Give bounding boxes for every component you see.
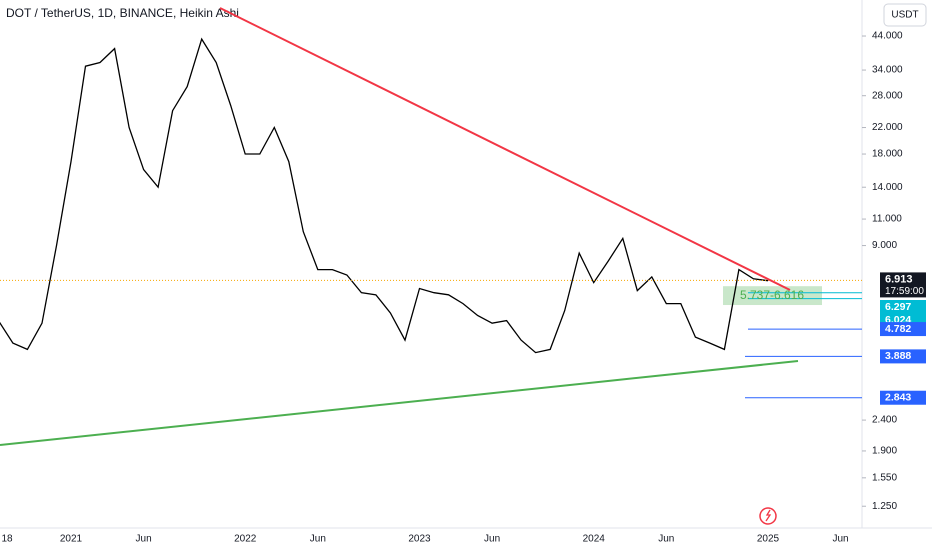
y-tick-label: 2.400 [872, 415, 897, 426]
x-tick-label: Jun [310, 534, 326, 545]
last-price-label: 6.913 [885, 273, 913, 285]
countdown-label: 17:59:00 [885, 286, 924, 297]
trendline-resistance [219, 7, 791, 291]
x-tick-label: 18 [1, 534, 13, 545]
x-tick-label: 2025 [757, 534, 780, 545]
level-label: 3.888 [885, 350, 911, 362]
x-tick-label: 2022 [234, 534, 257, 545]
trendline-support [0, 360, 799, 446]
x-tick-label: Jun [484, 534, 500, 545]
price-zone [723, 286, 822, 306]
price-line [0, 37, 769, 354]
y-tick-label: 44.000 [872, 31, 903, 42]
zone-label: 5.737-6.616 [740, 288, 804, 302]
y-tick-label: 1.550 [872, 472, 897, 483]
y-tick-label: 34.000 [872, 65, 903, 76]
y-tick-label: 14.000 [872, 182, 903, 193]
y-tick-label: 1.900 [872, 446, 897, 457]
x-tick-label: Jun [658, 534, 674, 545]
currency-label[interactable]: USDT [891, 10, 918, 21]
level-box [880, 300, 926, 314]
level-label: 2.843 [885, 392, 911, 404]
y-tick-label: 18.000 [872, 149, 903, 160]
y-tick-label: 11.000 [872, 214, 902, 225]
x-tick-label: 2023 [408, 534, 431, 545]
currency-button[interactable] [883, 3, 927, 27]
chart-title: DOT / TetherUS, 1D, BINANCE, Heikin Ashi [6, 6, 239, 20]
logo [759, 507, 777, 525]
y-tick-label: 28.000 [872, 90, 903, 101]
x-tick-label: 2021 [60, 534, 83, 545]
x-tick-label: 2024 [583, 534, 606, 545]
y-tick-label: 22.000 [872, 122, 903, 133]
level-box [880, 390, 926, 405]
x-tick-label: Jun [136, 534, 152, 545]
last-price-box [880, 272, 926, 298]
level-box [880, 349, 926, 364]
y-tick-label: 9.000 [872, 240, 897, 251]
data-layer [0, 37, 862, 399]
level-label: 6.297 [885, 301, 911, 313]
x-tick-label: Jun [832, 534, 848, 545]
y-tick-label: 1.250 [872, 501, 897, 512]
level-box [880, 322, 926, 337]
level-label: 4.782 [885, 323, 911, 335]
